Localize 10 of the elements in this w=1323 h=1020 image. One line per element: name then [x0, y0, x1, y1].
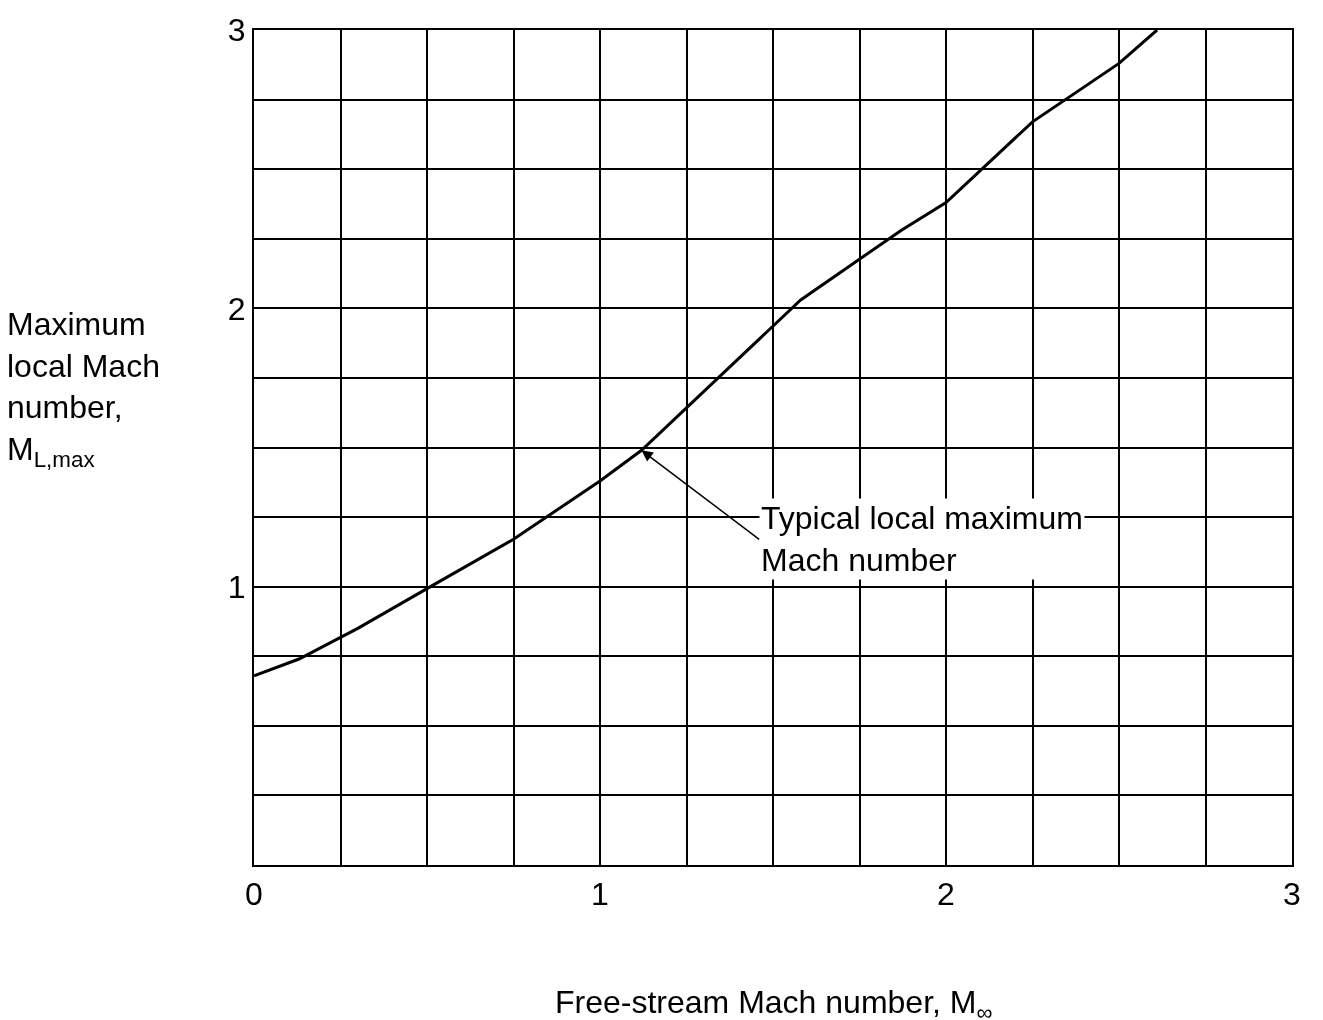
- y-axis-title: Maximum local Mach number, M$_{L,max}$: [7, 306, 160, 472]
- y-tick-label: 3: [227, 12, 246, 49]
- annotation: Typical local maximum Mach number: [761, 500, 1083, 578]
- x-tick-label: 0: [245, 876, 263, 913]
- y-tick-label: 2: [227, 290, 246, 327]
- x-tick-label: 3: [1283, 876, 1301, 913]
- x-tick-label: 1: [591, 876, 609, 913]
- y-tick-label: 1: [227, 568, 246, 605]
- x-tick-label: 2: [937, 876, 955, 913]
- x-axis-title: Free-stream Mach number, M$_{∞}$: [555, 984, 993, 1020]
